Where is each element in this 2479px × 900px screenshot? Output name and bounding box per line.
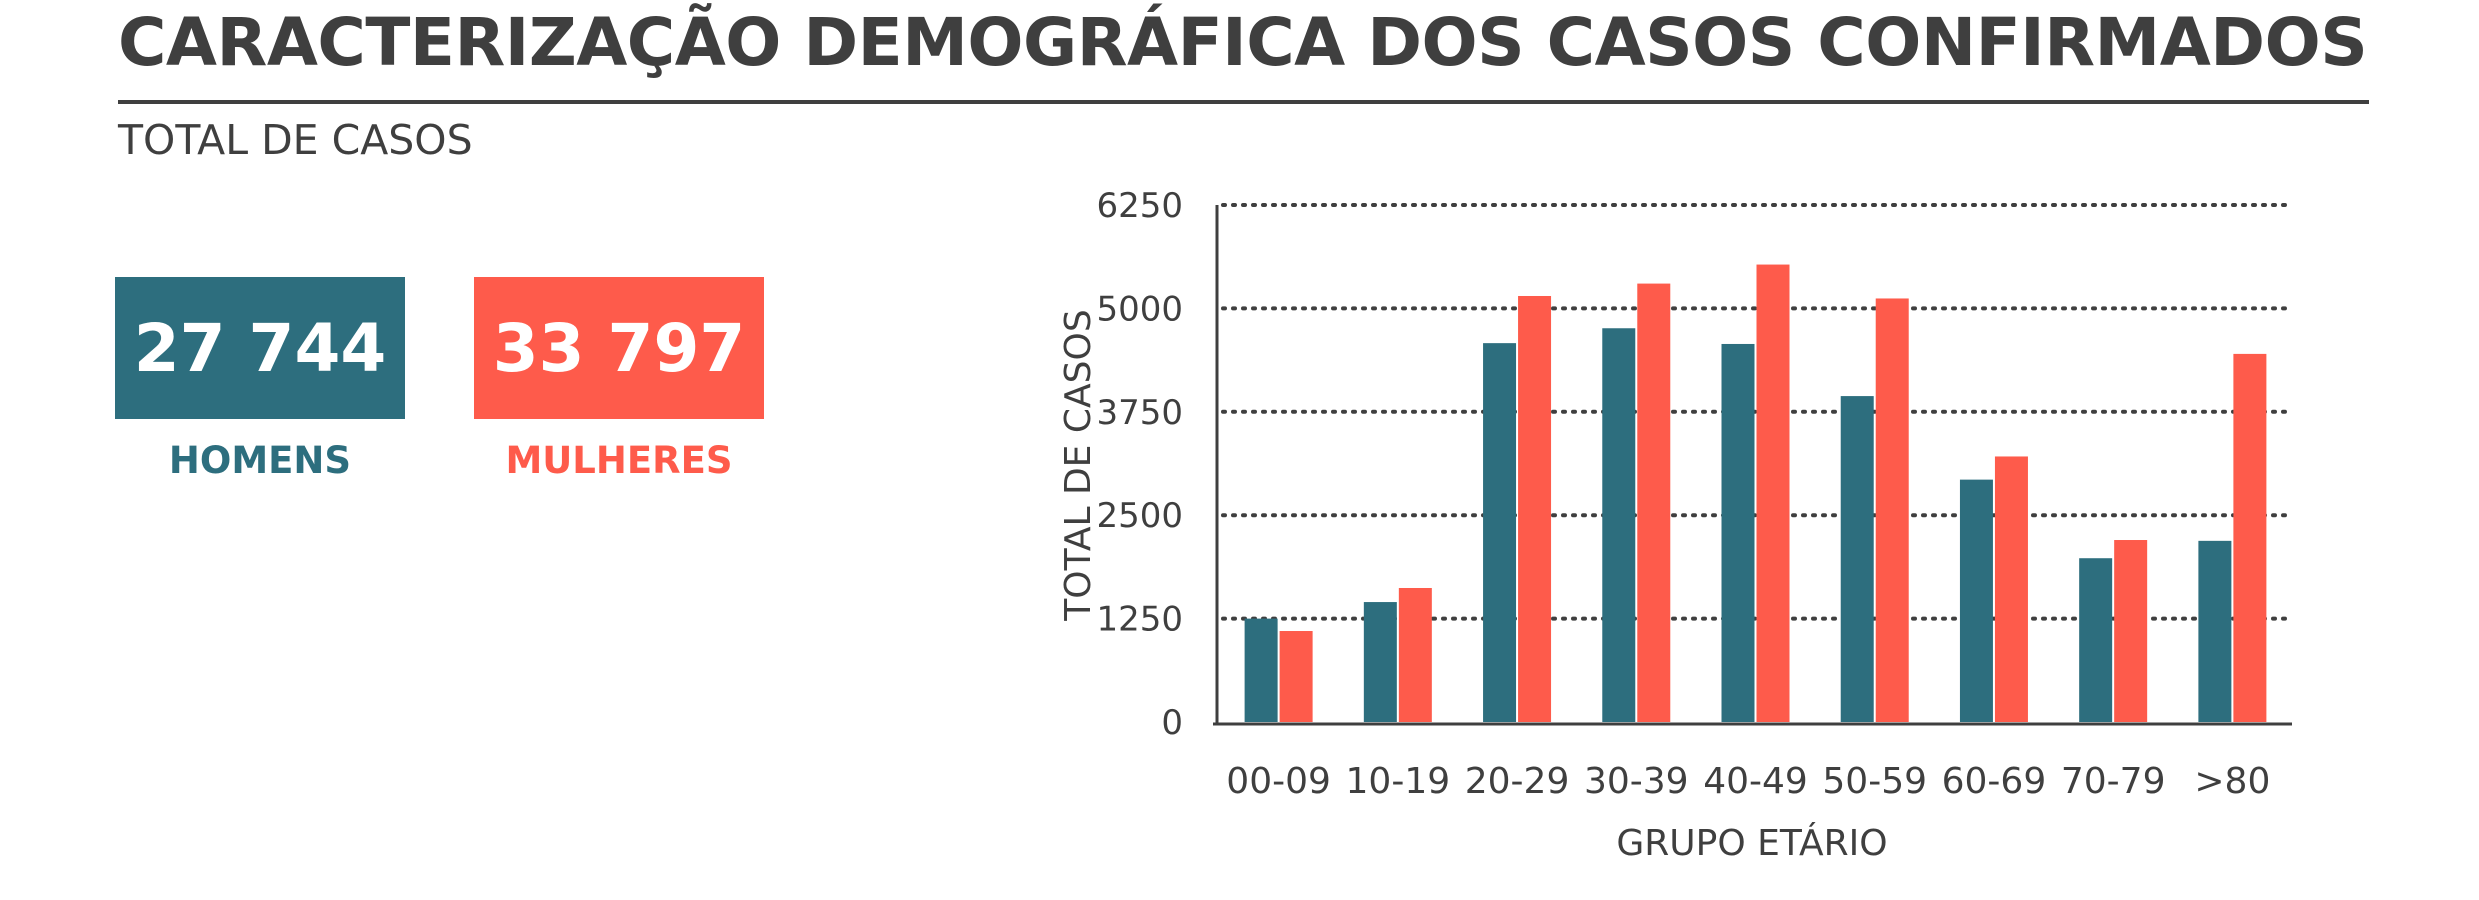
women-total-value: 33 797 <box>492 309 746 387</box>
bar-mulheres <box>1637 283 1671 722</box>
y-tick-label: 5000 <box>1096 289 1183 329</box>
x-tick-label: 30-39 <box>1584 761 1689 802</box>
x-tick-label: 60-69 <box>1942 761 2047 802</box>
title-divider <box>118 100 2369 104</box>
x-tick-label: >80 <box>2194 761 2270 802</box>
y-tick-label: 1250 <box>1096 600 1183 640</box>
bar-homens <box>2198 540 2232 722</box>
section-label: TOTAL DE CASOS <box>118 116 473 164</box>
y-tick-labels: 0 1250 2500 3750 5000 6250 <box>1096 186 1183 743</box>
bar-homens <box>1721 343 1755 722</box>
x-tick-label: 10-19 <box>1346 761 1451 802</box>
bar-homens <box>1483 343 1517 722</box>
bar-mulheres <box>2114 540 2148 722</box>
bar-mulheres <box>2233 353 2267 722</box>
x-tick-label: 00-09 <box>1226 761 1331 802</box>
men-total-box: 27 744 <box>115 277 405 419</box>
bar-mulheres <box>1994 456 2028 722</box>
x-axis-title: GRUPO ETÁRIO <box>1616 822 1887 864</box>
x-tick-label: 50-59 <box>1822 761 1927 802</box>
y-tick-label: 6250 <box>1096 186 1183 226</box>
bar-homens <box>1840 396 1874 722</box>
page-title: CARACTERIZAÇÃO DEMOGRÁFICA DOS CASOS CON… <box>118 4 2368 81</box>
y-tick-label: 0 <box>1161 703 1183 743</box>
bar-mulheres <box>1279 631 1313 722</box>
y-tick-label: 2500 <box>1096 496 1183 536</box>
bar-homens <box>1959 479 1993 722</box>
bar-mulheres <box>1756 264 1790 722</box>
bar-mulheres <box>1518 295 1552 722</box>
women-total-label: MULHERES <box>505 439 733 482</box>
x-tick-labels: 00-09 10-19 20-29 30-39 40-49 50-59 60-69 70-79… <box>1226 761 2270 802</box>
x-tick-label: 70-79 <box>2061 761 2166 802</box>
men-total-label: HOMENS <box>168 439 352 482</box>
men-total-value: 27 744 <box>133 309 387 387</box>
women-total-box: 33 797 <box>474 277 764 419</box>
x-tick-label: 40-49 <box>1703 761 1808 802</box>
bar-homens <box>1602 328 1636 722</box>
bar-homens <box>1244 618 1278 722</box>
y-tick-label: 3750 <box>1096 393 1183 433</box>
bar-homens <box>2079 558 2113 722</box>
bars <box>1244 264 2267 722</box>
y-axis-title: TOTAL DE CASOS <box>1058 309 1099 621</box>
axes <box>1213 205 2292 726</box>
bar-mulheres <box>1875 298 1909 722</box>
bar-homens <box>1363 602 1397 722</box>
bar-mulheres <box>1398 587 1432 722</box>
x-tick-label: 20-29 <box>1465 761 1570 802</box>
